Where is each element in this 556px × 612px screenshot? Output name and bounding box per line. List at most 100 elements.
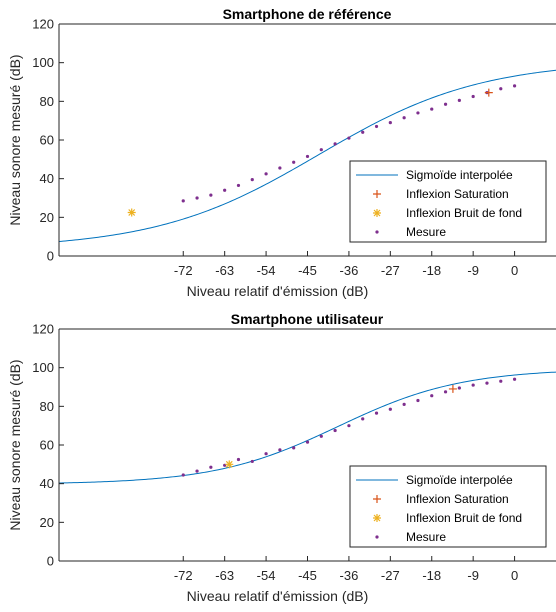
mesure-point — [250, 459, 254, 464]
x-tick-label: 0 — [511, 568, 518, 583]
mesure-point — [236, 457, 241, 462]
chart-reference: Smartphone de référence 0 20 40 60 80 100 120 -… — [7, 6, 556, 299]
y-tick-label: 20 — [40, 515, 54, 530]
x-tick-label: -9 — [467, 568, 479, 583]
x-tick-label: 0 — [511, 263, 518, 278]
mesure-point — [512, 377, 517, 381]
mesure-point — [236, 183, 241, 188]
y-tick-label: 60 — [40, 438, 54, 453]
mesure-point — [402, 116, 406, 120]
mesure-point — [347, 424, 351, 428]
mesure-point — [305, 440, 310, 444]
mesure-point — [430, 107, 434, 111]
mesure-point — [292, 446, 296, 450]
legend-swatch-saturation — [373, 190, 381, 198]
y-axis-label: Niveau sonore mesuré (dB) — [7, 54, 23, 225]
x-tick-label: -27 — [381, 568, 400, 583]
y-tick-label: 0 — [47, 554, 54, 569]
y-tick-label: 60 — [40, 133, 54, 148]
y-tick-label: 100 — [32, 55, 54, 70]
mesure-point — [388, 407, 392, 411]
y-tick-label: 120 — [32, 322, 54, 337]
legend-label: Inflexion Saturation — [406, 187, 509, 201]
legend-label: Inflexion Bruit de fond — [406, 206, 522, 220]
x-tick-label: -54 — [257, 568, 276, 583]
chart-utilisateur: Smartphone utilisateur 0 20 40 60 80 100 120 -7… — [7, 311, 556, 604]
y-tick-label: 80 — [40, 399, 54, 414]
plot-area: 0 20 40 60 80 100 120 -72 -63 -54 -45 -36 -27 -18 -9 0 N… — [7, 322, 556, 604]
y-tick-label: 0 — [47, 249, 54, 264]
mesure-point — [457, 98, 461, 102]
mesure-point — [361, 417, 365, 421]
inflexion-saturation-marker — [484, 88, 493, 97]
sigmoid-curve — [58, 371, 556, 484]
legend-label: Inflexion Bruit de fond — [406, 511, 522, 525]
mesure-point — [223, 188, 227, 192]
y-tick-label: 80 — [40, 94, 54, 109]
legend: Sigmoïde interpolée Inflexion Saturation I… — [349, 465, 547, 548]
mesure-point — [250, 178, 254, 182]
x-tick-label: -9 — [467, 263, 479, 278]
x-tick-label: -72 — [174, 263, 193, 278]
mesure-point — [333, 428, 337, 433]
chart-title: Smartphone utilisateur — [231, 311, 384, 327]
inflexion-saturation-marker — [448, 384, 457, 393]
mesure-point — [264, 172, 268, 176]
y-tick-label: 100 — [32, 360, 54, 375]
y-tick-label: 40 — [40, 171, 54, 186]
legend-label: Mesure — [406, 225, 446, 239]
mesure-point — [416, 398, 420, 403]
mesure-point — [457, 386, 461, 390]
mesure-point — [181, 199, 185, 203]
y-tick-label: 40 — [40, 476, 54, 491]
mesure-point — [195, 196, 199, 200]
mesure-point — [264, 452, 268, 456]
x-tick-label: -54 — [257, 263, 276, 278]
legend-swatch-saturation — [373, 495, 381, 503]
inflexion-bruit-marker — [127, 208, 136, 217]
legend-label: Sigmoïde interpolée — [406, 168, 513, 182]
mesure-point — [388, 121, 392, 125]
legend-swatch-mesure — [375, 230, 379, 234]
y-tick-label: 20 — [40, 210, 54, 225]
legend-swatch-bruit — [373, 209, 381, 217]
x-tick-label: -36 — [340, 568, 359, 583]
x-tick-label: -18 — [422, 568, 441, 583]
legend-label: Sigmoïde interpolée — [406, 473, 513, 487]
mesure-point — [374, 124, 379, 129]
mesure-point — [347, 136, 351, 140]
mesure-point — [471, 383, 475, 387]
x-axis-label: Niveau relatif d'émission (dB) — [187, 588, 369, 604]
legend-swatch-mesure — [375, 535, 379, 539]
mesure-point — [209, 465, 213, 469]
legend-label: Mesure — [406, 530, 446, 544]
x-tick-label: -72 — [174, 568, 193, 583]
mesure-point — [485, 381, 489, 385]
mesure-point — [181, 473, 185, 477]
inflexion-bruit-marker — [225, 460, 234, 469]
mesure-point — [471, 94, 475, 99]
mesure-point — [499, 379, 503, 383]
x-tick-label: -18 — [422, 263, 441, 278]
mesure-point — [305, 154, 310, 159]
mesure-point — [512, 84, 517, 88]
mesure-point — [443, 102, 448, 106]
mesure-point — [361, 130, 365, 134]
legend-swatch-bruit — [373, 514, 381, 522]
mesure-point — [195, 469, 199, 473]
x-tick-label: -45 — [298, 568, 317, 583]
mesure-point — [278, 166, 282, 170]
mesure-point — [319, 148, 323, 152]
x-tick-label: -27 — [381, 263, 400, 278]
mesure-point — [402, 402, 406, 406]
mesure-point — [333, 142, 337, 146]
mesure-point — [319, 434, 323, 438]
x-axis-label: Niveau relatif d'émission (dB) — [187, 283, 369, 299]
plot-area: 0 20 40 60 80 100 120 -72 -63 -54 -45 -36 -27 -18 -9 0 N… — [7, 17, 556, 299]
legend-label: Inflexion Saturation — [406, 492, 509, 506]
mesure-point — [499, 87, 503, 91]
mesure-point — [278, 448, 282, 452]
sigmoid-curve — [58, 69, 556, 243]
mesure-point — [416, 111, 420, 115]
